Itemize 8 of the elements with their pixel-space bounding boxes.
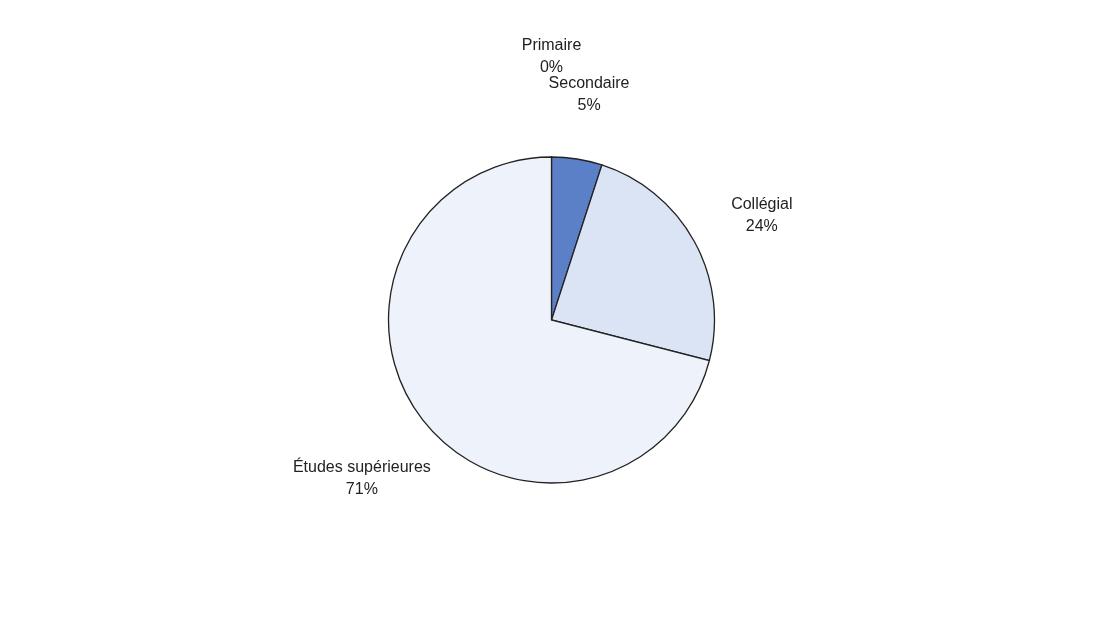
category-label: Primaire — [521, 36, 582, 53]
data-label: 24% — [745, 217, 778, 235]
slice-label: Collégial — [731, 195, 793, 213]
data-label: 71% — [345, 480, 378, 498]
text: 0% — [539, 58, 564, 75]
slice-label: Études supérieures — [292, 457, 431, 476]
data-label: 5% — [577, 95, 601, 113]
slice-label: Secondaire — [548, 73, 630, 91]
